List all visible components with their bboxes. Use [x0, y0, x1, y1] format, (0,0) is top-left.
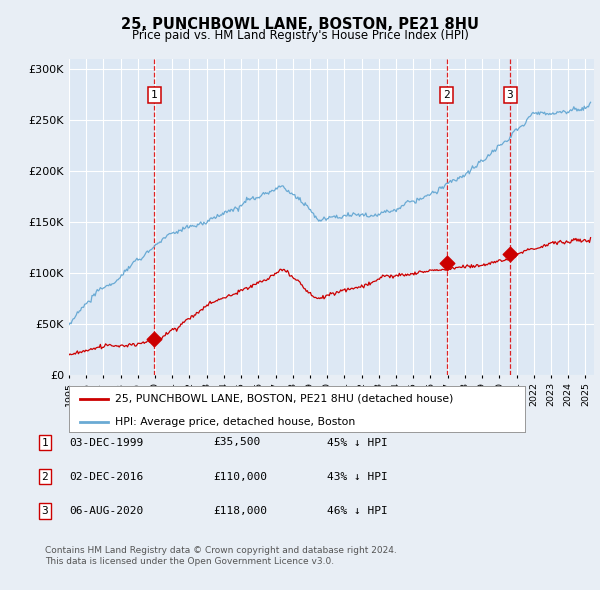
Text: 25, PUNCHBOWL LANE, BOSTON, PE21 8HU (detached house): 25, PUNCHBOWL LANE, BOSTON, PE21 8HU (de…: [115, 394, 453, 404]
Point: [442, 258, 452, 267]
Text: 3: 3: [41, 506, 49, 516]
Text: This data is licensed under the Open Government Licence v3.0.: This data is licensed under the Open Gov…: [45, 558, 334, 566]
Text: 02-DEC-2016: 02-DEC-2016: [69, 472, 143, 481]
Text: 45% ↓ HPI: 45% ↓ HPI: [327, 438, 388, 447]
Text: 2: 2: [443, 90, 451, 100]
Text: 1: 1: [151, 90, 158, 100]
Text: HPI: Average price, detached house, Boston: HPI: Average price, detached house, Bost…: [115, 417, 355, 427]
Text: £118,000: £118,000: [213, 506, 267, 516]
Text: 1: 1: [41, 438, 49, 447]
Text: 25, PUNCHBOWL LANE, BOSTON, PE21 8HU: 25, PUNCHBOWL LANE, BOSTON, PE21 8HU: [121, 17, 479, 31]
Text: £35,500: £35,500: [213, 438, 260, 447]
Point: [505, 250, 515, 259]
Text: Contains HM Land Registry data © Crown copyright and database right 2024.: Contains HM Land Registry data © Crown c…: [45, 546, 397, 555]
Text: 43% ↓ HPI: 43% ↓ HPI: [327, 472, 388, 481]
Text: Price paid vs. HM Land Registry's House Price Index (HPI): Price paid vs. HM Land Registry's House …: [131, 30, 469, 42]
Text: 2: 2: [41, 472, 49, 481]
Text: £110,000: £110,000: [213, 472, 267, 481]
Text: 3: 3: [507, 90, 514, 100]
Text: 06-AUG-2020: 06-AUG-2020: [69, 506, 143, 516]
Text: 03-DEC-1999: 03-DEC-1999: [69, 438, 143, 447]
Point: [149, 334, 159, 343]
Text: 46% ↓ HPI: 46% ↓ HPI: [327, 506, 388, 516]
